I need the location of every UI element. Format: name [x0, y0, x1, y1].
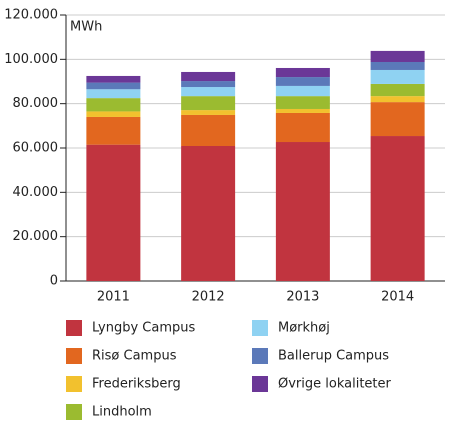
bar-segment	[86, 111, 141, 117]
bar-segment	[181, 71, 236, 82]
bar-segment	[275, 96, 330, 109]
x-tick-label: 2013	[286, 290, 319, 305]
bar-segment	[86, 75, 141, 83]
bar-segment	[275, 67, 330, 78]
bar-segment	[275, 112, 330, 143]
legend-label: Mørkhøj	[278, 321, 330, 336]
bar-segment	[370, 96, 425, 103]
bar-segment	[181, 87, 236, 97]
y-tick-label: 0	[50, 274, 58, 289]
bar-segment	[275, 142, 330, 281]
legend-swatch	[66, 320, 82, 336]
x-tick-label: 2012	[192, 290, 225, 305]
bar-segment	[275, 77, 330, 86]
bar-segment	[86, 144, 141, 281]
legend-swatch	[252, 320, 268, 336]
bar-segment	[181, 110, 236, 115]
x-tick-label: 2014	[381, 290, 414, 305]
y-tick-label: 60.000	[13, 141, 59, 156]
bar-segment	[370, 50, 425, 62]
legend-swatch	[252, 348, 268, 364]
legend-swatch	[252, 376, 268, 392]
y-axis-label: MWh	[70, 20, 102, 35]
bar-segment	[181, 81, 236, 88]
legend-label: Lindholm	[92, 405, 152, 420]
legend-label: Øvrige lokaliteter	[278, 377, 392, 392]
bar-segment	[275, 108, 330, 113]
bar-segment	[86, 98, 141, 112]
legend-swatch	[66, 348, 82, 364]
y-tick-label: 20.000	[13, 229, 59, 244]
bar-segment	[181, 146, 236, 281]
bar-segment	[181, 114, 236, 147]
legend-swatch	[66, 404, 82, 420]
bar-segment	[181, 96, 236, 111]
bar-segment	[86, 89, 141, 99]
bar-segment	[370, 136, 425, 281]
legend-swatch	[66, 376, 82, 392]
bar-segment	[370, 102, 425, 137]
legend-label: Frederiksberg	[92, 377, 181, 392]
y-tick-label: 120.000	[4, 8, 58, 23]
legend-label: Ballerup Campus	[278, 349, 389, 364]
y-tick-label: 40.000	[13, 185, 59, 200]
y-tick-label: 100.000	[4, 52, 58, 67]
legend-label: Risø Campus	[92, 349, 177, 364]
x-tick-label: 2011	[97, 290, 130, 305]
bar-segment	[370, 61, 425, 70]
bar-segment	[275, 85, 330, 97]
bar-segment	[370, 69, 425, 84]
legend-label: Lyngby Campus	[92, 321, 196, 336]
bar-segment	[370, 83, 425, 97]
bar-segment	[86, 82, 141, 90]
y-tick-label: 80.000	[13, 96, 59, 111]
bar-segment	[86, 116, 141, 145]
